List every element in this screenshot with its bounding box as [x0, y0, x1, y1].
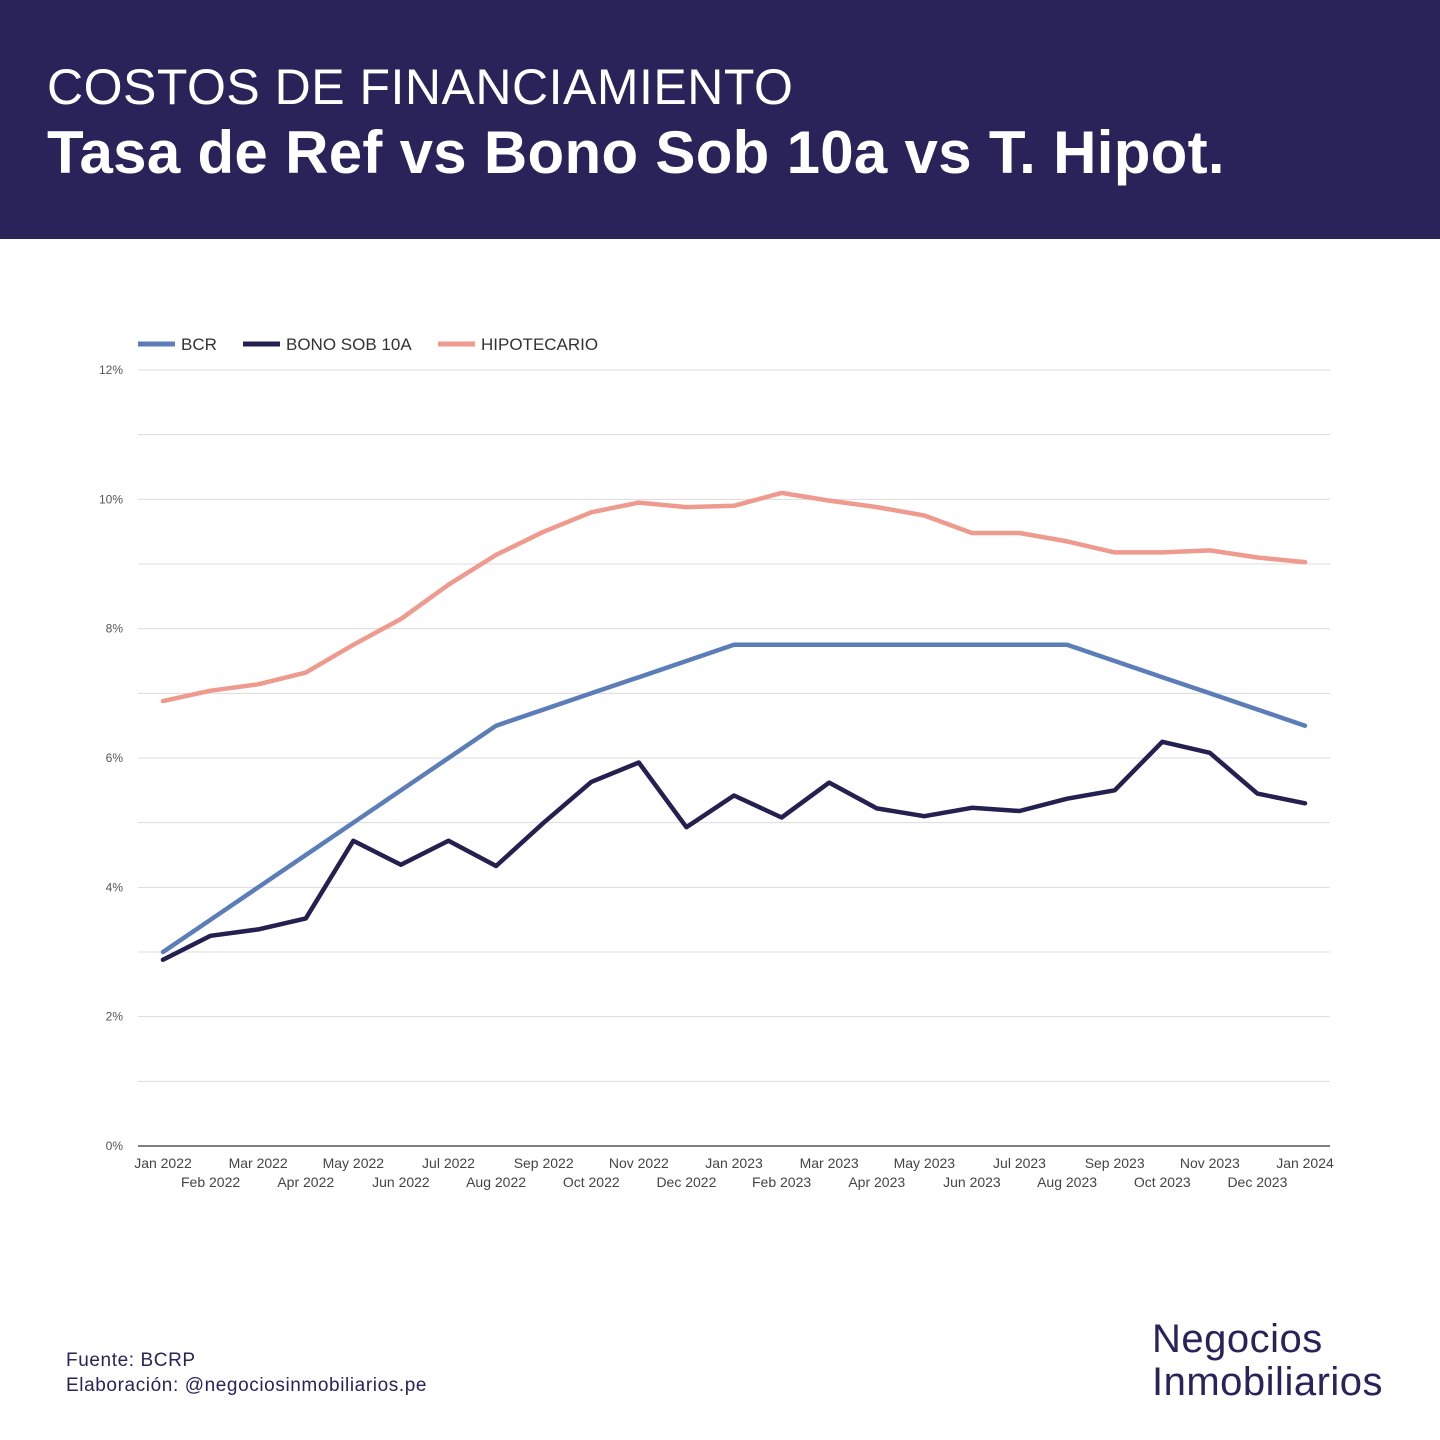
- x-tick-label: Mar 2022: [229, 1155, 288, 1171]
- x-tick-label: Dec 2022: [656, 1174, 716, 1190]
- legend-label: HIPOTECARIO: [481, 335, 598, 354]
- x-tick-label: Mar 2023: [800, 1155, 859, 1171]
- x-tick-label: Feb 2022: [181, 1174, 240, 1190]
- x-tick-label: Jan 2023: [705, 1155, 763, 1171]
- x-tick-label: Jul 2022: [422, 1155, 475, 1171]
- y-tick-label: 12%: [99, 363, 123, 377]
- brand-line-2: Inmobiliarios: [1152, 1360, 1384, 1404]
- y-tick-label: 10%: [99, 492, 123, 506]
- x-tick-label: Dec 2023: [1227, 1174, 1287, 1190]
- x-tick-label: Sep 2022: [514, 1155, 574, 1171]
- credit-line: Elaboración: @negociosinmobiliarios.pe: [66, 1375, 428, 1396]
- header-title: Tasa de Ref vs Bono Sob 10a vs T. Hipot.: [47, 119, 1225, 186]
- x-tick-label: May 2022: [323, 1155, 385, 1171]
- x-tick-label: Aug 2023: [1037, 1174, 1097, 1190]
- series-line-bcr: [160, 642, 1308, 955]
- y-tick-label: 8%: [106, 622, 124, 636]
- x-tick-label: Nov 2022: [609, 1155, 669, 1171]
- x-tick-label: Jul 2023: [993, 1155, 1046, 1171]
- y-tick-label: 4%: [106, 880, 124, 894]
- line-chart: 0% 2% 4% 6% 8% 10% 12% Jan 2022 Feb 2022 Mar 2022…: [99, 335, 1334, 1190]
- legend-label: BONO SOB 10A: [286, 335, 412, 354]
- brand-logo: Negocios Inmobiliarios: [1152, 1318, 1383, 1404]
- x-tick-label: Oct 2023: [1134, 1174, 1191, 1190]
- x-tick-label: Jun 2023: [943, 1174, 1001, 1190]
- y-tick-label: 6%: [106, 751, 124, 765]
- x-tick-label: Apr 2022: [277, 1174, 334, 1190]
- series-line-hipotecario: [160, 490, 1308, 704]
- y-tick-label: 0%: [106, 1139, 124, 1153]
- x-tick-label: Jan 2022: [134, 1155, 192, 1171]
- x-tick-label: Aug 2022: [466, 1174, 526, 1190]
- brand-line-1: Negocios: [1152, 1317, 1323, 1361]
- x-tick-label: Jan 2024: [1276, 1155, 1334, 1171]
- source-line: Fuente: BCRP: [66, 1350, 196, 1371]
- x-tick-label: Apr 2023: [848, 1174, 905, 1190]
- legend-label: BCR: [181, 335, 217, 354]
- x-tick-label: Nov 2023: [1180, 1155, 1240, 1171]
- y-tick-label: 2%: [106, 1010, 124, 1024]
- header-kicker: COSTOS DE FINANCIAMIENTO: [47, 59, 794, 115]
- x-tick-label: Sep 2023: [1085, 1155, 1145, 1171]
- x-tick-label: Feb 2023: [752, 1174, 811, 1190]
- series-line-bono-sob-10a: [160, 739, 1308, 963]
- x-tick-label: Jun 2022: [372, 1174, 430, 1190]
- x-tick-label: May 2023: [894, 1155, 956, 1171]
- header-banner: COSTOS DE FINANCIAMIENTO Tasa de Ref vs …: [0, 0, 1440, 239]
- x-tick-label: Oct 2022: [563, 1174, 620, 1190]
- source-note: Fuente: BCRP Elaboración: @negociosinmob…: [66, 1348, 427, 1398]
